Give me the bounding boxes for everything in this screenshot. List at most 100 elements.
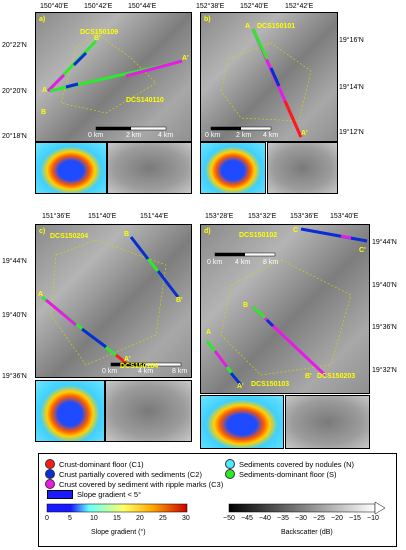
slope-threshold-swatch	[47, 490, 73, 499]
back-tick-8: −15	[349, 515, 361, 522]
panel-b-survey-top: DCS150101	[257, 23, 296, 30]
legend-item-s: Sediments-dominant floor (S)	[225, 469, 337, 479]
panel-d-backscatter-inset	[285, 395, 370, 449]
panel-c-lat-1: 19°44'N	[2, 258, 27, 265]
legend-item-c3-label: Crust covered by sediment with ripple ma…	[59, 479, 224, 489]
n-color-dot	[225, 459, 235, 469]
slope-threshold: Slope gradient < 5°	[47, 490, 141, 499]
legend-item-s-label: Sediments-dominant floor (S)	[239, 469, 337, 479]
panel-d-lon-1: 153°28'E	[205, 213, 234, 220]
backscatter-colorbar-arrow	[374, 501, 386, 515]
panel-c-letter: c)	[39, 228, 46, 235]
panel-a-letter: a)	[39, 16, 46, 23]
slope-tick-20: 20	[136, 515, 144, 522]
panel-d-scale-zero: 0 km	[207, 259, 223, 266]
panel-b-backscatter-inset	[267, 142, 338, 194]
back-tick-6: −25	[313, 515, 325, 522]
panel-a-lat-3: 20°18'N	[2, 133, 27, 140]
panel-b-lat-2: 19°14'N	[339, 84, 364, 91]
panel-b-transect-line	[210, 28, 312, 138]
panel-a-transect-lines	[46, 32, 183, 131]
panel-a-survey-bottom: DCS140110	[126, 97, 164, 104]
back-tick-3: −40	[259, 515, 271, 522]
legend-item-c1-label: Crust-dominant floor (C1)	[59, 459, 144, 469]
panel-c-endpoint-b-prime: B'	[176, 297, 183, 304]
panel-d-endpoint-a: A	[206, 329, 212, 336]
panel-d-lon-4: 153°40'E	[330, 213, 359, 220]
slope-tick-10: 10	[90, 515, 98, 522]
panel-a-lat-2: 20°20'N	[2, 88, 27, 95]
panel-d-lat-4: 19°32'N	[372, 367, 397, 374]
panel-c-endpoint-b: B	[124, 231, 130, 238]
panel-d-backscatter-map: d) DCS150102 DCS150103 DCS150203 A A' B …	[200, 224, 370, 394]
panel-c-transect-lines	[41, 236, 182, 367]
back-tick-7: −20	[331, 515, 343, 522]
panel-a-endpoint-b: B	[41, 109, 47, 116]
panel-b-lon-1: 152°38'E	[196, 3, 225, 10]
panel-d-endpoint-c: C	[293, 227, 299, 234]
panel-c-survey-bottom: DCS150104	[120, 363, 159, 370]
legend-item-n-label: Sediments covered by nodules (N)	[239, 459, 355, 469]
panel-b-scale-end: 4 km	[263, 132, 279, 139]
panel-d-lat-3: 19°36'N	[372, 324, 397, 331]
legend-item-c2: Crust partially covered with sediments (…	[45, 469, 202, 479]
back-tick-9: −10	[367, 515, 379, 522]
panel-d-letter: d)	[204, 228, 211, 235]
panel-d-survey-bottom: DCS150103	[251, 381, 290, 388]
panel-d-survey-right: DCS150203	[317, 373, 356, 380]
slope-threshold-label: Slope gradient < 5°	[77, 490, 142, 499]
panel-a-slope-inset	[35, 142, 107, 194]
panel-d-lat-1: 19°44'N	[372, 239, 397, 246]
c1-color-dot	[45, 459, 55, 469]
panel-b-backscatter-map: b) DCS150101 A A' 0 km 2 km 4 km	[200, 12, 338, 142]
legend-item-c1: Crust-dominant floor (C1)	[45, 459, 144, 469]
panel-c-survey-top: DCS150204	[50, 233, 89, 240]
panel-c-scale-end: 8 km	[172, 368, 188, 375]
legend-item-n: Sediments covered by nodules (N)	[225, 459, 354, 469]
panel-b-slope-inset	[200, 142, 266, 194]
panel-b-lat-3: 19°12'N	[339, 129, 364, 136]
panel-c-slope-inset	[35, 380, 105, 442]
panel-c-scale-mid: 4 km	[138, 368, 154, 375]
slope-tick-25: 25	[159, 515, 167, 522]
panel-d-survey-top: DCS150102	[239, 232, 278, 239]
panel-c-lon-3: 151°44'E	[140, 213, 169, 220]
panel-a-lat-1: 20°22'N	[2, 42, 27, 49]
panel-a-lon-1: 150°40'E	[40, 3, 69, 10]
back-tick-5: −30	[295, 515, 307, 522]
panel-c-lat-2: 19°40'N	[2, 312, 27, 319]
panel-a-backscatter-inset	[107, 142, 192, 194]
back-tick-2: −45	[241, 515, 253, 522]
panel-b-lat-1: 19°16'N	[339, 37, 364, 44]
panel-d-endpoint-a-prime: A'	[237, 383, 244, 390]
panel-d-endpoint-c-prime: C'	[359, 247, 366, 254]
back-tick-4: −35	[277, 515, 289, 522]
panel-a-survey-top: DCS150109	[80, 29, 119, 36]
panel-a-endpoint-a-prime: A'	[182, 55, 189, 62]
slope-tick-30: 30	[182, 515, 190, 522]
panel-c-endpoint-a-prime: A'	[124, 356, 131, 363]
panel-b-letter: b)	[204, 16, 211, 23]
panel-c-endpoint-a: A	[38, 291, 44, 298]
panel-a-lon-3: 150°44'E	[128, 3, 157, 10]
panel-a-scale-zero: 0 km	[88, 132, 104, 139]
panel-a-backscatter-map: a) DCS150109 DCS140110 A A' B B' 0 km 2 …	[35, 12, 192, 142]
panel-b-endpoint-a-prime: A'	[301, 130, 308, 137]
panel-a-scale-mid: 2 km	[126, 132, 142, 139]
slope-tick-5: 5	[68, 515, 72, 522]
panel-a-scale-end: 4 km	[158, 132, 174, 139]
panel-a-endpoint-a: A	[42, 87, 48, 94]
panel-d-scale-mid: 4 km	[235, 259, 251, 266]
backscatter-colorbar	[228, 503, 376, 513]
panel-a-lon-2: 150°42'E	[84, 3, 113, 10]
panel-c-scale-zero: 0 km	[102, 368, 118, 375]
panel-d-lon-2: 153°32'E	[248, 213, 277, 220]
panel-b-lon-3: 152°42'E	[285, 3, 314, 10]
panel-d-lat-2: 19°40'N	[372, 282, 397, 289]
panel-d-transect-lines	[205, 227, 368, 386]
panel-b-scale-zero: 0 km	[205, 132, 221, 139]
panel-c-lon-2: 151°40'E	[88, 213, 117, 220]
panel-d-slope-inset	[200, 395, 284, 449]
panel-a-endpoint-b-prime: B'	[94, 35, 101, 42]
slope-colorbar	[46, 503, 188, 513]
